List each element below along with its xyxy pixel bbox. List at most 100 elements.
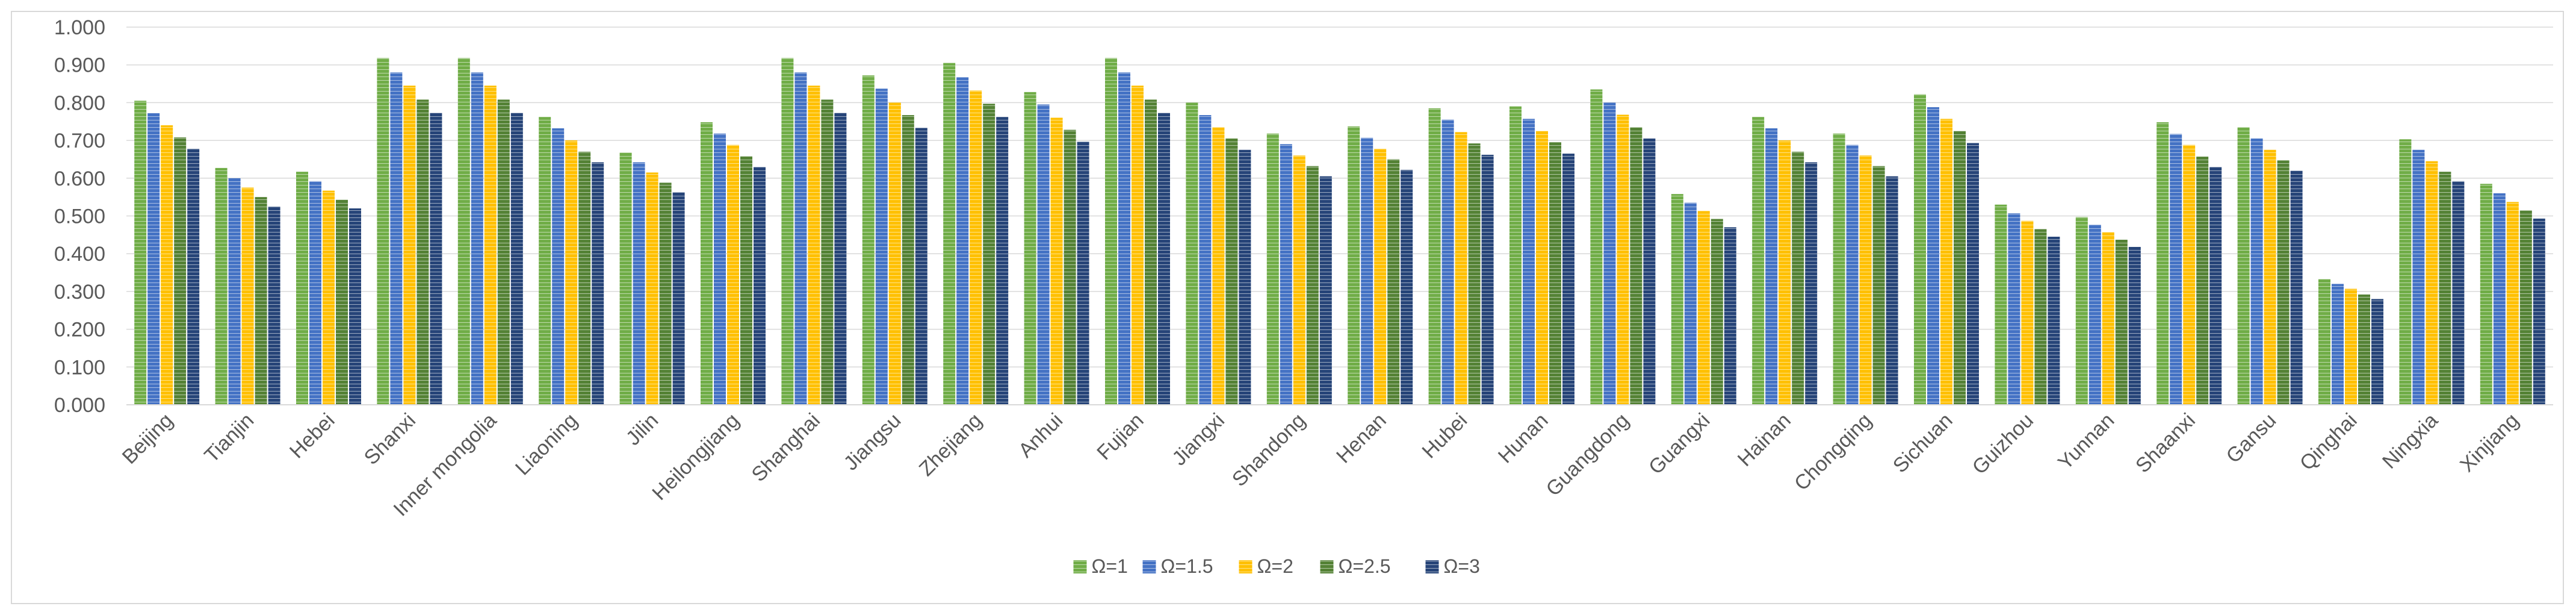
x-tick-label: Shanxi [360,409,420,469]
bar-hubei-series-5 [1481,154,1494,405]
bar-qinghai-series-3 [2345,289,2357,405]
bar-ningxia-series-1 [2399,139,2412,405]
bar-jiangxi-series-1 [1186,102,1198,405]
x-tick-label: Fujian [1092,409,1148,464]
bar-fujian-series-5 [1158,113,1170,405]
bar-inner-mongolia-series-3 [484,86,497,405]
bar-guizhou-series-5 [2048,236,2060,405]
bar-sichuan-series-3 [1940,119,1952,405]
bar-hainan-series-5 [1805,162,1818,405]
bar-zhejiang-series-1 [943,63,956,405]
bar-hunan-series-5 [1562,154,1574,405]
bar-guangdong-series-2 [1603,102,1616,405]
bar-shanxi-series-1 [377,58,389,405]
legend-label: Ω=1 [1092,555,1128,577]
bar-zhejiang-series-3 [970,90,982,405]
bar-anhui-series-1 [1024,92,1036,405]
bar-xinjiang-series-3 [2506,202,2519,405]
bar-heilongjiang-series-4 [740,156,752,405]
bar-hainan-series-4 [1792,151,1804,405]
bar-hubei-series-1 [1428,108,1441,405]
bar-hunan-series-3 [1536,131,1548,405]
bar-tianjin-series-4 [255,197,267,405]
x-tick-label: Shanghai [748,409,825,486]
bar-liaoning-series-2 [552,128,565,405]
bar-shanghai-series-5 [834,113,847,405]
bar-hubei-series-3 [1455,132,1467,405]
bar-guizhou-series-4 [2034,229,2047,405]
bar-jilin-series-2 [633,162,645,405]
bar-inner-mongolia-series-5 [510,113,523,405]
x-tick-label: Anhui [1014,409,1067,462]
x-tick-label: Zhejiang [915,409,986,481]
chart-area: 0.000 0.100 0.200 0.300 0.400 0.500 0.600 0.700… [11,11,2564,604]
y-tick-label: 0.200 [54,319,105,342]
bar-beijing-series-3 [161,125,173,405]
bar-guizhou-series-3 [2021,220,2034,405]
y-tick-label: 0.800 [54,92,105,114]
bar-heilongjiang-series-3 [727,145,739,405]
bar-hebei-series-5 [349,208,361,405]
bar-gansu-series-2 [2250,138,2263,405]
x-tick-label: Ningxia [2378,409,2442,473]
bar-tianjin-series-5 [268,206,280,405]
bar-guizhou-series-2 [2008,213,2020,405]
bar-heilongjiang-series-1 [701,122,713,405]
bar-chongqing-series-2 [1846,145,1859,405]
bar-yunnan-series-5 [2128,246,2141,405]
bar-jiangxi-series-3 [1212,127,1225,405]
bar-sichuan-series-1 [1914,94,1926,405]
x-tick-label: Hunan [1494,409,1553,468]
bar-guangxi-series-5 [1724,227,1736,405]
bar-jiangsu-series-2 [875,89,888,405]
bar-inner-mongolia-series-4 [497,99,510,405]
y-tick-label: 1.000 [54,16,105,39]
bar-henan-series-2 [1361,137,1373,405]
bar-ningxia-series-3 [2426,161,2438,405]
bar-henan-series-3 [1374,148,1387,405]
x-tick-label: Chongqing [1790,409,1876,495]
bar-henan-series-1 [1348,126,1360,405]
x-tick-label: Shandong [1228,409,1310,492]
bar-liaoning-series-3 [565,140,578,405]
bar-xinjiang-series-5 [2533,218,2545,405]
bar-fujian-series-4 [1145,99,1157,405]
bar-beijing-series-1 [134,101,147,405]
bar-shanxi-series-2 [390,72,403,405]
x-tick-label: Jiangsu [840,409,906,475]
bar-henan-series-4 [1387,159,1400,405]
bar-hubei-series-2 [1441,119,1454,405]
bar-jilin-series-5 [672,192,685,405]
bar-hubei-series-4 [1468,143,1481,405]
bar-henan-series-5 [1401,170,1413,405]
bar-sichuan-series-4 [1954,131,1966,405]
bar-chongqing-series-3 [1859,155,1872,405]
bar-xinjiang-series-1 [2480,184,2492,405]
bars [134,58,2545,405]
bar-shanghai-series-1 [781,58,794,405]
bar-jiangsu-series-1 [862,75,875,405]
x-tick-label: Guizhou [1968,409,2038,479]
bar-hunan-series-4 [1549,142,1561,405]
bar-chongqing-series-1 [1833,133,1845,405]
bar-sichuan-series-5 [1967,143,1979,405]
bar-qinghai-series-2 [2332,284,2344,405]
y-tick-label: 0.900 [54,54,105,77]
bar-xinjiang-series-2 [2493,193,2506,405]
bar-beijing-series-5 [187,148,200,405]
bar-sichuan-series-2 [1927,107,1939,405]
legend-label: Ω=3 [1444,555,1480,577]
bar-shaanxi-series-1 [2156,122,2169,405]
bar-fujian-series-2 [1118,72,1130,405]
bar-guangdong-series-1 [1590,89,1603,405]
bar-liaoning-series-4 [578,151,591,405]
bar-jilin-series-1 [619,152,632,405]
bar-hebei-series-2 [309,181,321,405]
bar-yunnan-series-3 [2102,232,2114,405]
bar-fujian-series-3 [1132,86,1144,405]
bar-jiangsu-series-4 [902,115,914,405]
bar-zhejiang-series-2 [956,77,969,405]
legend-swatch [1425,560,1439,573]
bar-tianjin-series-1 [215,167,228,405]
x-tick-label: Guangxi [1644,409,1714,479]
